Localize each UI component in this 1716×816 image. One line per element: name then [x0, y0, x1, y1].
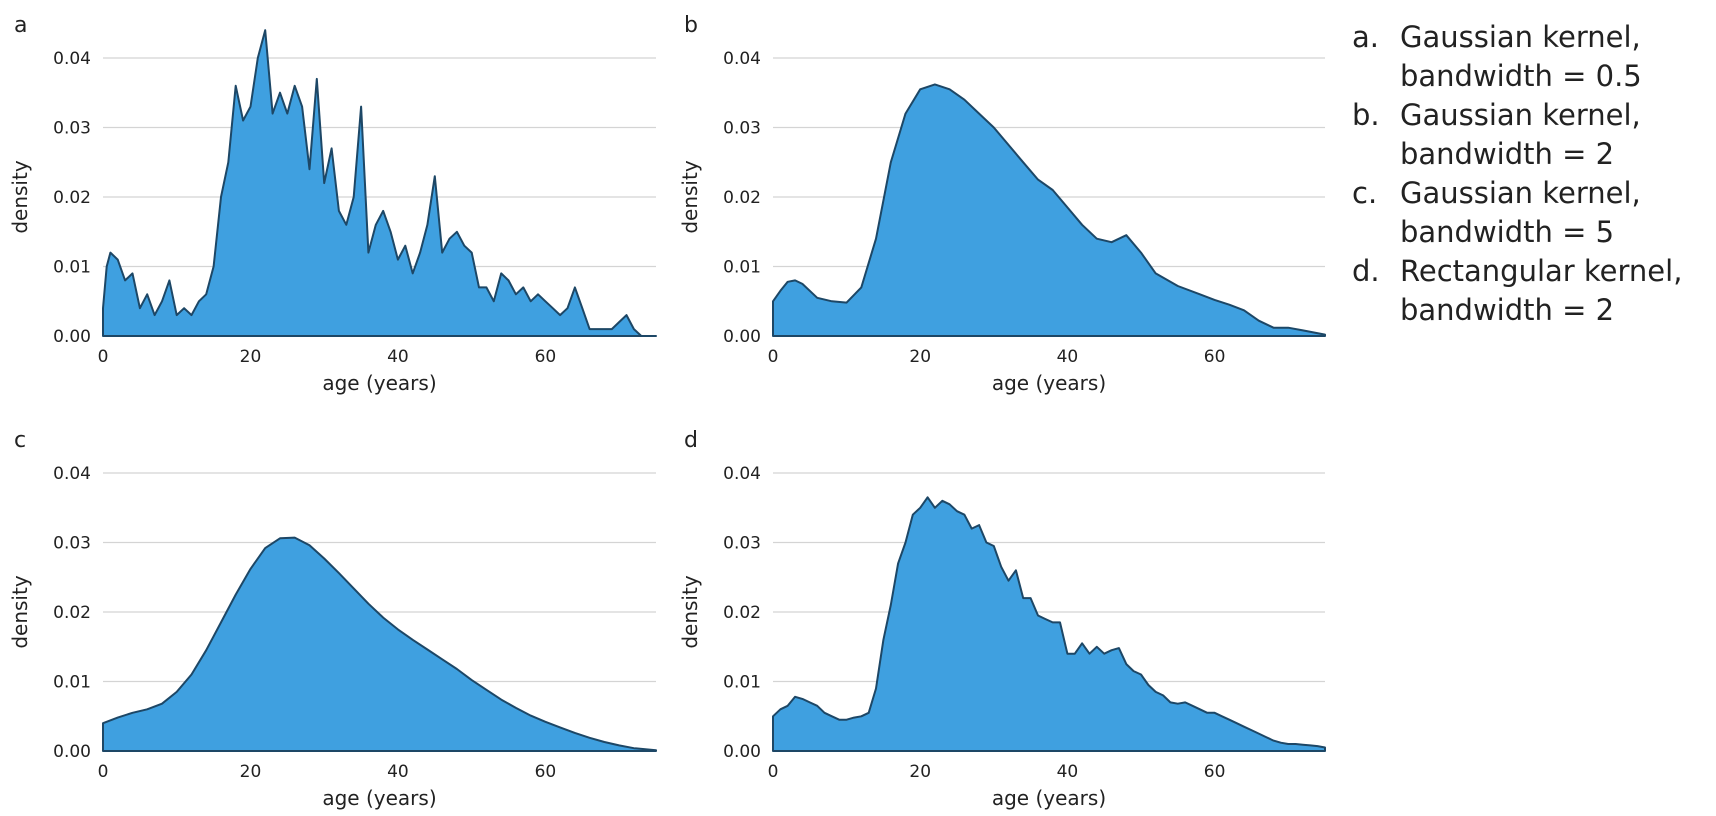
x-tick-label: 40 [387, 762, 409, 782]
legend-text: Gaussian kernel, bandwidth = 2 [1400, 98, 1641, 171]
panel-letter: a [14, 13, 27, 38]
y-tick-label: 0.02 [53, 188, 91, 208]
x-tick-label: 20 [909, 762, 931, 782]
x-tick-label: 40 [387, 347, 409, 367]
y-tick-label: 0.01 [723, 258, 761, 278]
x-tick-label: 0 [768, 347, 779, 367]
legend-item-c: c. Gaussian kernel, bandwidth = 5 [1352, 174, 1682, 252]
legend-text: Gaussian kernel, bandwidth = 5 [1400, 176, 1641, 249]
y-tick-label: 0.00 [53, 327, 91, 347]
x-axis-title: age (years) [992, 786, 1106, 810]
x-tick-label: 60 [1204, 762, 1226, 782]
y-tick-label: 0.04 [723, 49, 761, 69]
y-tick-label: 0.00 [723, 742, 761, 762]
legend-item-b: b. Gaussian kernel, bandwidth = 2 [1352, 96, 1682, 174]
y-axis-title: density [678, 160, 702, 233]
legend-key: a. [1352, 20, 1379, 54]
legend-item-d: d. Rectangular kernel, bandwidth = 2 [1352, 252, 1682, 330]
y-axis-title: density [8, 575, 32, 648]
x-tick-label: 20 [240, 347, 262, 367]
y-tick-label: 0.00 [723, 327, 761, 347]
legend-text: Gaussian kernel, bandwidth = 0.5 [1400, 20, 1642, 93]
x-tick-label: 0 [98, 347, 109, 367]
y-tick-label: 0.02 [53, 603, 91, 623]
legend-text: Rectangular kernel, bandwidth = 2 [1400, 254, 1683, 327]
panel-letter: c [14, 428, 26, 453]
y-tick-label: 0.00 [53, 742, 91, 762]
kernel-legend: a. Gaussian kernel, bandwidth = 0.5 b. G… [1352, 18, 1682, 330]
x-axis-title: age (years) [322, 786, 436, 810]
y-tick-label: 0.01 [723, 673, 761, 693]
density-area [102, 536, 657, 752]
y-tick-label: 0.01 [53, 258, 91, 278]
panel-letter: d [684, 428, 698, 453]
density-area [102, 29, 657, 337]
density-panel-a: 0.00 0.01 0.02 0.03 0.04 0 20 40 60 age (years) de… [8, 13, 657, 395]
legend-key: d. [1352, 254, 1380, 288]
panel-letter: b [684, 13, 698, 38]
y-tick-label: 0.03 [53, 119, 91, 139]
legend-key: b. [1352, 98, 1380, 132]
y-tick-label: 0.03 [723, 119, 761, 139]
y-tick-label: 0.02 [723, 188, 761, 208]
x-tick-label: 20 [240, 762, 262, 782]
x-tick-label: 20 [909, 347, 931, 367]
y-axis-title: density [678, 575, 702, 648]
x-axis-title: age (years) [992, 371, 1106, 395]
y-tick-label: 0.04 [53, 464, 91, 484]
x-tick-label: 0 [98, 762, 109, 782]
density-area [772, 496, 1326, 752]
x-tick-label: 40 [1057, 347, 1079, 367]
density-panel-b: 0.00 0.01 0.02 0.03 0.04 0 20 40 60 age (years) de… [678, 13, 1326, 395]
y-tick-label: 0.01 [53, 673, 91, 693]
x-tick-label: 0 [768, 762, 779, 782]
y-tick-label: 0.04 [53, 49, 91, 69]
x-axis-title: age (years) [322, 371, 436, 395]
density-panel-d: 0.00 0.01 0.02 0.03 0.04 0 20 40 60 age (years) de… [678, 428, 1326, 810]
density-panel-c: 0.00 0.01 0.02 0.03 0.04 0 20 40 60 age (years) de… [8, 428, 657, 810]
x-tick-label: 60 [535, 347, 557, 367]
density-area [772, 83, 1326, 337]
y-axis-title: density [8, 160, 32, 233]
legend-item-a: a. Gaussian kernel, bandwidth = 0.5 [1352, 18, 1682, 96]
x-tick-label: 40 [1057, 762, 1079, 782]
legend-key: c. [1352, 176, 1378, 210]
x-tick-label: 60 [535, 762, 557, 782]
y-tick-label: 0.03 [723, 534, 761, 554]
x-tick-label: 60 [1204, 347, 1226, 367]
y-tick-label: 0.03 [53, 534, 91, 554]
y-tick-label: 0.02 [723, 603, 761, 623]
y-tick-label: 0.04 [723, 464, 761, 484]
